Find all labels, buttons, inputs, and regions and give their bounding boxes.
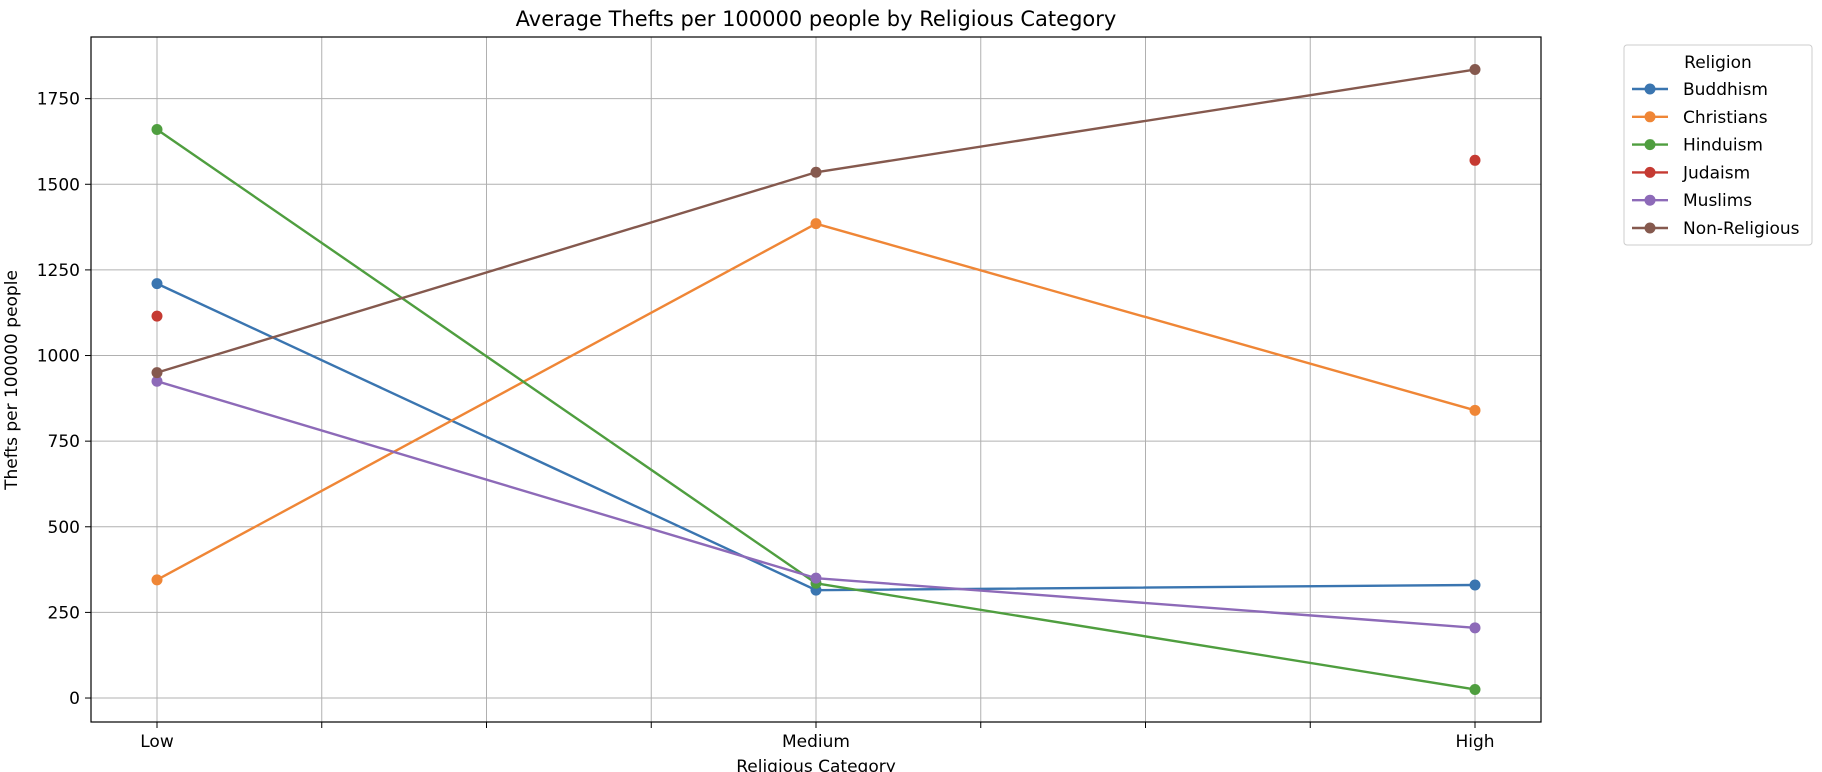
legend-label: Muslims <box>1683 191 1752 211</box>
legend-item: Judaism <box>1632 163 1750 183</box>
x-axis-label: Religious Category <box>736 757 896 772</box>
x-axis: Low Medium High <box>140 722 1495 752</box>
y-axis: 0 250 500 750 1000 1250 1500 1750 <box>37 90 91 709</box>
data-point <box>1469 154 1481 166</box>
legend-marker <box>1644 194 1656 206</box>
data-point <box>151 310 163 322</box>
data-point <box>1469 64 1481 76</box>
data-point <box>151 123 163 135</box>
legend-label: Buddhism <box>1683 80 1768 100</box>
legend-marker <box>1644 83 1656 95</box>
y-tick-label: 750 <box>48 432 80 452</box>
legend-label: Non-Religious <box>1683 219 1800 239</box>
data-point <box>151 278 163 290</box>
legend-title: Religion <box>1684 53 1752 73</box>
gridlines <box>91 37 1541 722</box>
series-buddhism <box>151 278 1481 596</box>
data-point <box>1469 404 1481 416</box>
series-line-segment <box>814 583 1477 592</box>
chart-title: Average Thefts per 100000 people by Reli… <box>516 7 1117 31</box>
y-tick-label: 1000 <box>37 347 80 367</box>
series-muslims <box>151 375 1481 634</box>
series <box>151 64 1481 695</box>
data-point <box>1469 579 1481 591</box>
x-tick-label: Low <box>140 732 174 752</box>
y-tick-label: 1750 <box>37 90 80 110</box>
x-tick-label: High <box>1455 732 1494 752</box>
data-point <box>810 218 822 230</box>
legend-item: Hinduism <box>1632 136 1763 156</box>
data-point <box>1469 683 1481 695</box>
legend-box <box>1623 44 1813 246</box>
legend: Religion Buddhism Christians Hinduism Judai… <box>1623 44 1813 246</box>
y-tick-label: 250 <box>48 603 80 623</box>
series-line-segment <box>814 582 1477 691</box>
series-line-segment <box>814 68 1477 174</box>
data-point <box>810 572 822 584</box>
data-point <box>151 574 163 586</box>
y-axis-label: Thefts per 100000 people <box>2 270 22 491</box>
series-line-segment <box>155 171 818 374</box>
series-line-segment <box>155 282 818 592</box>
legend-marker <box>1644 166 1656 178</box>
x-tick-label: Medium <box>782 732 850 752</box>
legend-label: Christians <box>1683 108 1768 128</box>
legend-item: Non-Religious <box>1632 219 1800 239</box>
series-line-segment <box>155 222 818 582</box>
series-line-segment <box>155 380 818 580</box>
data-point <box>1469 622 1481 634</box>
series-non-religious <box>151 64 1481 379</box>
legend-marker <box>1644 139 1656 151</box>
legend-item: Muslims <box>1632 191 1752 211</box>
series-line-segment <box>814 576 1477 630</box>
legend-items: Buddhism Christians Hinduism Judaism Muslims… <box>1632 80 1800 239</box>
series-hinduism <box>151 123 1481 695</box>
data-point <box>151 367 163 379</box>
data-point <box>151 375 163 387</box>
legend-label: Hinduism <box>1683 136 1763 156</box>
legend-item: Buddhism <box>1632 80 1768 100</box>
series-christians <box>151 218 1481 586</box>
series-line-segment <box>155 128 818 585</box>
legend-item: Christians <box>1632 108 1768 128</box>
series-judaism <box>151 154 1481 322</box>
legend-label: Judaism <box>1682 163 1750 183</box>
y-tick-label: 1250 <box>37 261 80 281</box>
legend-marker <box>1644 111 1656 123</box>
legend-marker <box>1644 222 1656 234</box>
y-tick-label: 0 <box>69 689 80 709</box>
y-tick-label: 1500 <box>37 175 80 195</box>
series-line-segment <box>814 222 1477 412</box>
data-point <box>810 166 822 178</box>
y-tick-label: 500 <box>48 518 80 538</box>
